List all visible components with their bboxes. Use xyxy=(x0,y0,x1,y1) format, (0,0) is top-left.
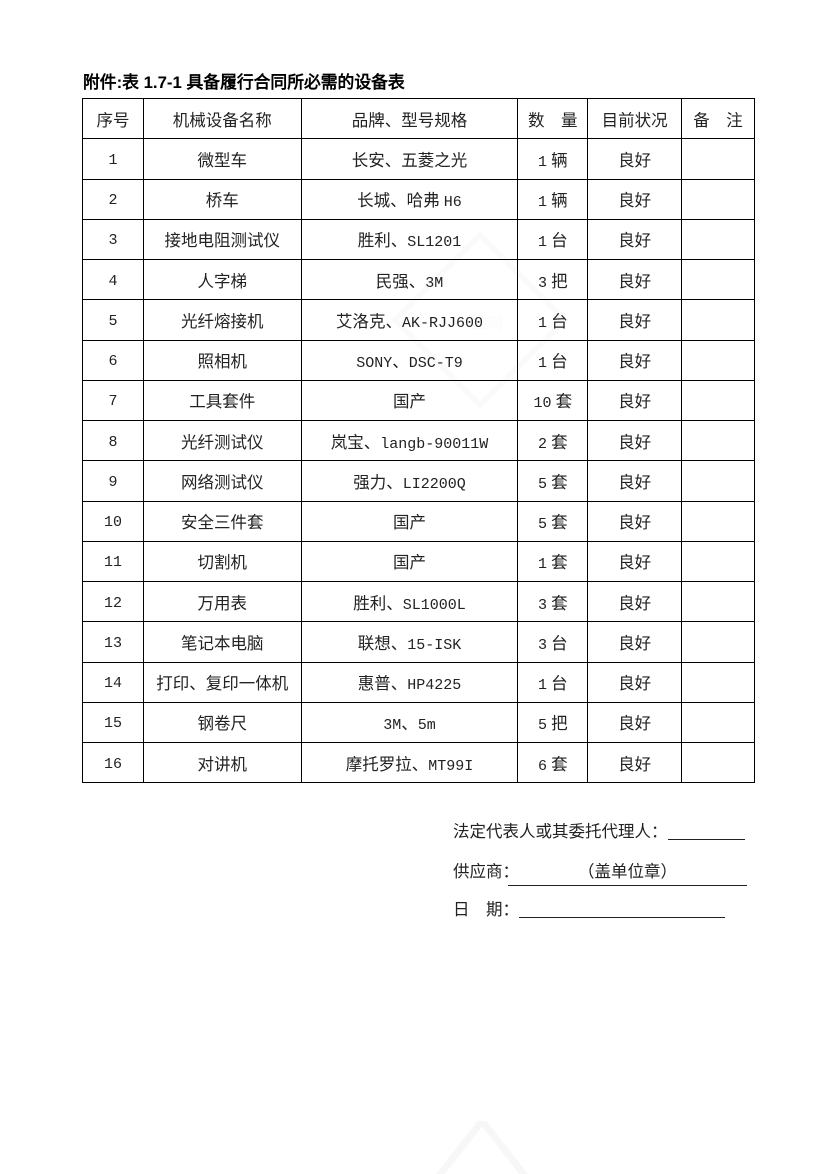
svg-text:学宝网: 学宝网 xyxy=(457,315,502,332)
